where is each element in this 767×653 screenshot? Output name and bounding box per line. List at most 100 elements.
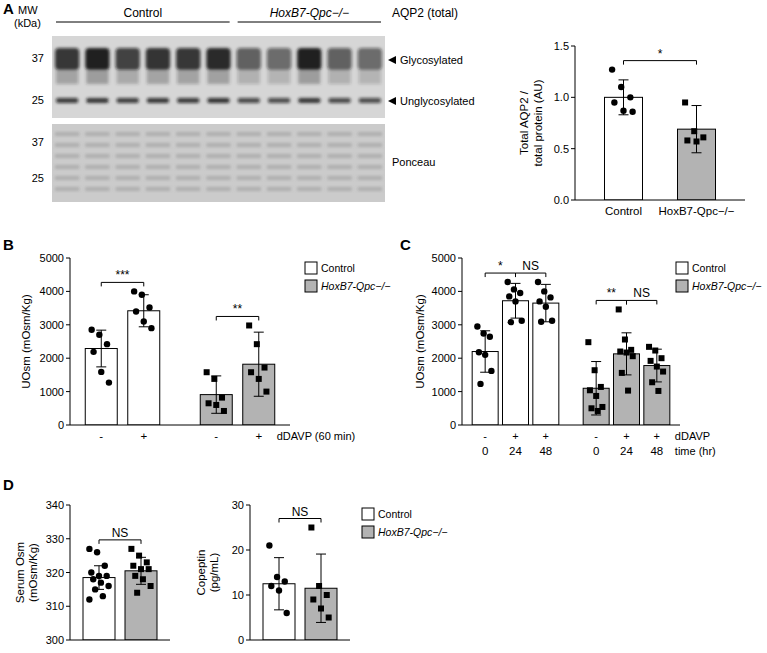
error-cap xyxy=(274,557,284,558)
significance-label: NS xyxy=(292,505,309,519)
data-point xyxy=(660,369,666,375)
ponceau-band xyxy=(237,165,261,169)
ponceau-band xyxy=(55,132,79,136)
smear xyxy=(207,70,229,84)
data-point xyxy=(211,376,217,382)
bar xyxy=(263,584,295,640)
mw-label: (kDa) xyxy=(14,17,41,29)
bar xyxy=(678,129,716,200)
legend: ControlHoxB7-Qpc−/− xyxy=(305,262,390,292)
y-tick-label: 0 xyxy=(238,634,244,646)
legend: ControlHoxB7-Qpc−/− xyxy=(362,508,447,538)
mw-marker: 37 xyxy=(32,136,44,148)
data-point xyxy=(248,369,254,375)
data-point xyxy=(648,358,654,364)
ponceau-band xyxy=(206,165,230,169)
glycosylated-band xyxy=(55,48,79,70)
x-tick-label: 0 xyxy=(482,445,488,457)
data-point xyxy=(625,388,631,394)
data-point xyxy=(659,355,665,361)
data-point xyxy=(144,559,150,565)
data-point xyxy=(140,576,146,582)
smear xyxy=(147,70,169,84)
data-point xyxy=(700,134,706,140)
error-bar xyxy=(652,349,662,382)
data-point xyxy=(86,546,92,552)
y-axis-label: UOsm (mOsm/Kg) xyxy=(414,294,426,389)
error-cap xyxy=(254,396,264,397)
panel-letter: C xyxy=(400,236,411,253)
ponceau-band xyxy=(116,176,140,180)
data-point xyxy=(148,325,154,331)
error-cap xyxy=(96,366,106,367)
y-tick-label: 20 xyxy=(232,544,244,556)
error-cap xyxy=(274,609,284,610)
data-point xyxy=(219,395,225,401)
error-cap xyxy=(692,152,702,153)
data-point xyxy=(511,286,517,292)
data-point xyxy=(282,578,288,584)
y-tick xyxy=(458,358,462,359)
data-point xyxy=(618,84,624,90)
legend-label: HoxB7-Qpc−/− xyxy=(378,526,447,538)
data-point xyxy=(318,606,324,612)
data-point xyxy=(508,319,514,325)
data-point xyxy=(326,615,332,621)
unglycosylated-band xyxy=(86,98,108,103)
error-cap xyxy=(619,114,629,115)
ponceau-band xyxy=(85,165,109,169)
y-tick xyxy=(66,258,70,259)
data-point xyxy=(148,583,154,589)
y-tick-label: 2000 xyxy=(432,352,456,364)
y-axis xyxy=(250,505,251,640)
ponceau-band xyxy=(327,187,351,191)
data-point xyxy=(535,279,541,285)
y-axis-label: total protein (AU) xyxy=(532,79,544,166)
ponceau-band xyxy=(297,132,321,136)
data-point xyxy=(213,402,219,408)
data-point xyxy=(266,542,272,548)
y-tick xyxy=(246,505,250,506)
y-tick xyxy=(66,324,70,325)
significance-bracket xyxy=(624,61,697,65)
significance-label: * xyxy=(658,47,663,61)
data-point xyxy=(549,318,555,324)
y-tick xyxy=(66,606,70,607)
data-point xyxy=(133,308,139,314)
significance-label: ** xyxy=(607,286,617,300)
y-tick xyxy=(66,640,70,641)
y-tick-label: 0.5 xyxy=(554,143,569,155)
ponceau-band xyxy=(176,154,200,158)
significance-label: NS xyxy=(633,286,650,300)
x-tick-label: 0 xyxy=(593,445,599,457)
data-point xyxy=(587,387,593,393)
ponceau-band xyxy=(85,187,109,191)
significance-label: NS xyxy=(522,259,539,273)
legend-label: HoxB7-Qpc−/− xyxy=(692,280,761,292)
ponceau-band xyxy=(358,132,382,136)
y-axis xyxy=(462,258,463,425)
ponceau-band xyxy=(267,154,291,158)
legend-swatch xyxy=(362,508,374,520)
ponceau-band xyxy=(267,143,291,147)
data-point xyxy=(96,573,102,579)
data-point xyxy=(684,137,690,143)
y-tick-label: 5000 xyxy=(40,252,64,264)
chart-bar: 0102030Copeptin(pg/mL)NSControlHoxB7-Qpc… xyxy=(195,499,447,646)
ponceau-band xyxy=(206,176,230,180)
smear xyxy=(328,70,350,84)
group-line xyxy=(238,22,381,23)
y-tick-label: 4000 xyxy=(432,285,456,297)
ponceau-band xyxy=(146,187,170,191)
data-point xyxy=(547,294,553,300)
chart-bar: B010002000300040005000UOsm (mOsm/Kg)-+-+… xyxy=(3,236,390,442)
ponceau-band xyxy=(327,176,351,180)
ponceau-band xyxy=(146,132,170,136)
significance-bracket xyxy=(516,273,546,277)
ponceau-band xyxy=(55,187,79,191)
significance: ** xyxy=(216,302,259,320)
data-point xyxy=(131,288,137,294)
y-tick xyxy=(571,97,575,98)
error-cap xyxy=(622,332,632,333)
unglycosylated-band xyxy=(298,98,320,103)
